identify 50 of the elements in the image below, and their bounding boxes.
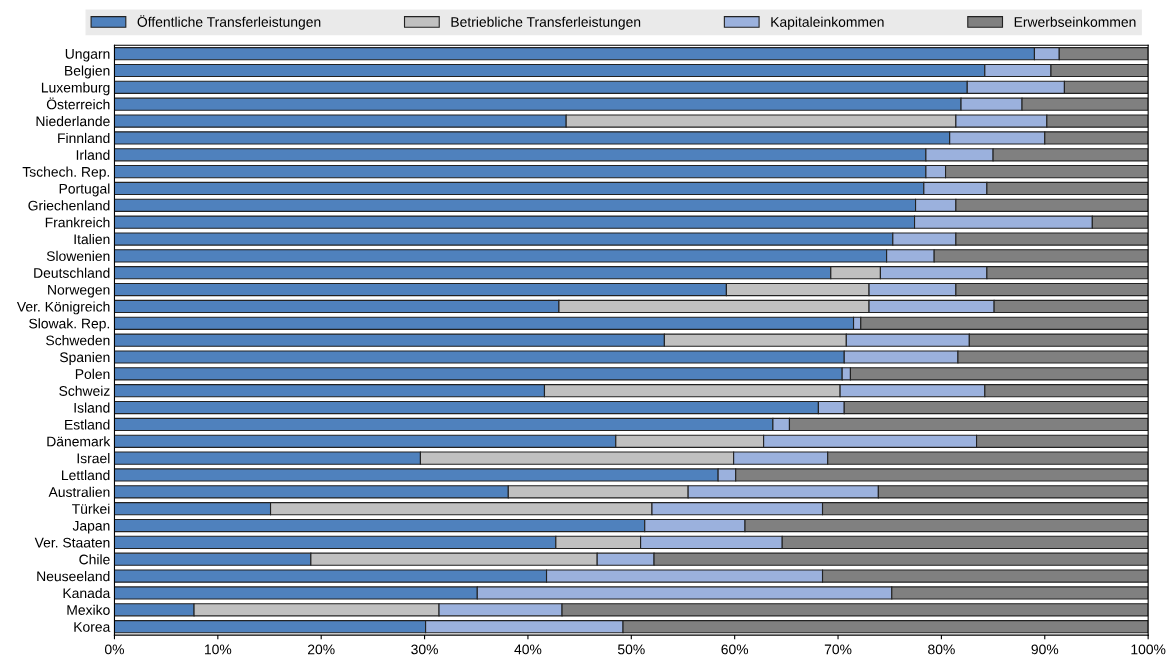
y-tick-label: Polen — [75, 368, 110, 380]
y-tick-label: Estland — [65, 419, 110, 430]
legend-label: Betriebliche Transferleistungen — [451, 16, 641, 30]
x-tick-label: 100% — [1131, 644, 1166, 655]
y-tick-label: Slowenien — [46, 250, 110, 262]
y-tick-label: Chile — [79, 554, 110, 565]
y-tick-label: Luxemburg — [41, 82, 110, 96]
y-tick-label: Schweiz — [59, 385, 110, 396]
x-tick-label: 40% — [514, 644, 542, 655]
y-tick-label: Deutschland — [34, 267, 110, 278]
y-tick-label: Korea — [74, 622, 111, 632]
y-tick-label: Israel — [77, 453, 110, 464]
y-tick-label: Japan — [72, 521, 110, 534]
y-tick-label: Kanada — [63, 587, 111, 599]
y-tick-label: Neuseeland — [37, 571, 110, 582]
x-tick-label: 20% — [308, 644, 335, 655]
y-tick-label: Türkei — [72, 503, 110, 514]
y-tick-label: Dänemark — [47, 436, 111, 447]
x-tick-label: 90% — [1031, 644, 1059, 655]
y-tick-label: Ver. Königreich — [16, 301, 110, 315]
y-tick-label: Frankreich — [45, 217, 110, 228]
y-tick-label: Lettland — [62, 469, 110, 481]
y-tick-label: Italien — [74, 234, 110, 245]
x-tick-label: 30% — [411, 644, 438, 655]
legend-label: Kapitaleinkommen — [771, 16, 884, 30]
y-tick-label: Slowak. Rep. — [29, 318, 110, 332]
y-tick-label: Österreich — [46, 97, 110, 110]
legend-label: Erwerbseinkommen — [1014, 16, 1136, 27]
y-tick-label: Island — [74, 402, 110, 413]
x-tick-label: 70% — [824, 644, 852, 655]
y-tick-label: Finnland — [58, 132, 110, 144]
y-tick-label: Norwegen — [48, 285, 110, 298]
y-tick-label: Mexiko — [67, 604, 110, 615]
y-tick-label: Schweden — [46, 335, 110, 346]
y-tick-label: Portugal — [59, 183, 110, 197]
y-tick-label: Australien — [48, 486, 110, 497]
y-tick-label: Niederlande — [36, 116, 110, 127]
x-tick-label: 10% — [204, 644, 232, 655]
y-tick-label: Irland — [76, 149, 110, 160]
y-tick-label: Spanien — [59, 351, 110, 365]
y-tick-label: Griechenland — [28, 200, 110, 211]
x-tick-label: 60% — [721, 644, 749, 655]
x-tick-label: 0% — [104, 644, 125, 655]
x-tick-label: 80% — [928, 644, 955, 655]
y-tick-label: Belgien — [65, 65, 110, 79]
y-tick-label: Ver. Staaten — [34, 537, 110, 548]
y-tick-label: Tschech. Rep. — [22, 166, 110, 180]
legend-label: Öffentliche Transferleistungen — [137, 15, 321, 30]
y-tick-label: Ungarn — [65, 49, 110, 62]
x-tick-label: 50% — [617, 644, 645, 655]
